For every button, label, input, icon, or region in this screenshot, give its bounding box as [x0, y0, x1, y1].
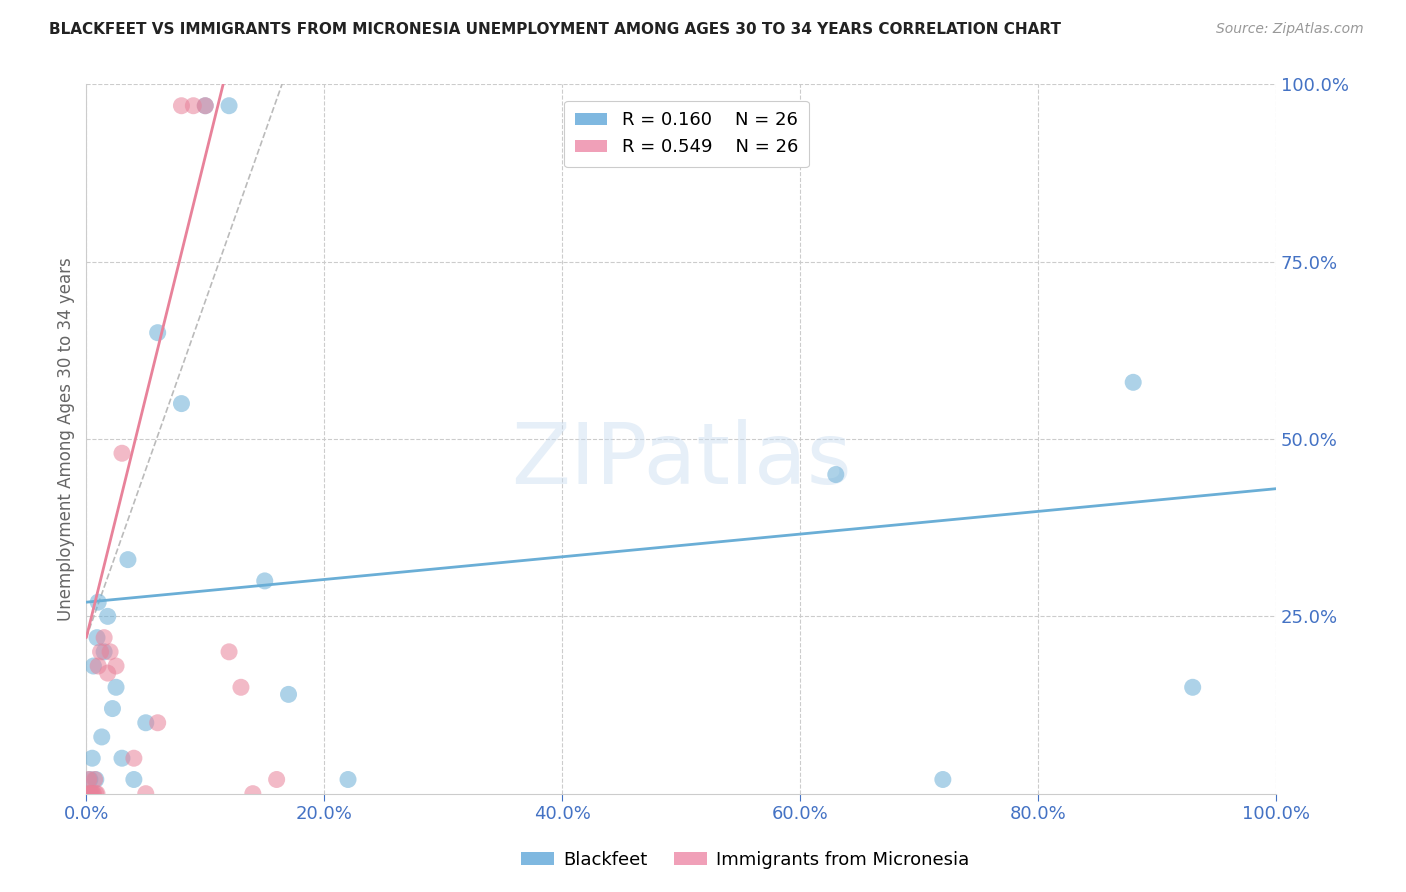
Text: ZIPatlas: ZIPatlas: [510, 419, 852, 502]
Point: [266, 772, 288, 787]
Point: [97, 666, 120, 681]
Point: [1122, 376, 1144, 390]
Point: [97, 609, 120, 624]
Point: [194, 99, 217, 113]
Point: [146, 715, 169, 730]
Point: [170, 99, 193, 113]
Point: [242, 787, 264, 801]
Point: [77, 772, 100, 787]
Point: [90, 730, 112, 744]
Point: [170, 396, 193, 410]
Point: [87, 595, 110, 609]
Point: [82, 787, 104, 801]
Point: [82, 787, 104, 801]
Point: [194, 99, 217, 113]
Point: [82, 659, 104, 673]
Point: [277, 687, 299, 701]
Point: [93, 645, 115, 659]
Legend: R = 0.160    N = 26, R = 0.549    N = 26: R = 0.160 N = 26, R = 0.549 N = 26: [564, 101, 808, 168]
Point: [105, 681, 128, 695]
Point: [135, 715, 157, 730]
Point: [83, 772, 105, 787]
Point: [135, 787, 157, 801]
Point: [111, 446, 134, 460]
Point: [1181, 681, 1204, 695]
Point: [90, 645, 112, 659]
Point: [84, 787, 107, 801]
Text: Source: ZipAtlas.com: Source: ZipAtlas.com: [1216, 22, 1364, 37]
Point: [86, 631, 108, 645]
Text: BLACKFEET VS IMMIGRANTS FROM MICRONESIA UNEMPLOYMENT AMONG AGES 30 TO 34 YEARS C: BLACKFEET VS IMMIGRANTS FROM MICRONESIA …: [49, 22, 1062, 37]
Point: [183, 99, 205, 113]
Point: [146, 326, 169, 340]
Point: [84, 772, 107, 787]
Point: [98, 645, 121, 659]
Point: [82, 751, 104, 765]
Point: [229, 681, 252, 695]
Point: [80, 787, 103, 801]
Point: [86, 787, 108, 801]
Point: [824, 467, 846, 482]
Point: [79, 772, 101, 787]
Point: [122, 772, 145, 787]
Point: [87, 659, 110, 673]
Legend: Blackfeet, Immigrants from Micronesia: Blackfeet, Immigrants from Micronesia: [515, 844, 976, 876]
Point: [76, 787, 98, 801]
Point: [93, 631, 115, 645]
Point: [122, 751, 145, 765]
Point: [337, 772, 360, 787]
Point: [111, 751, 134, 765]
Point: [218, 645, 240, 659]
Point: [105, 659, 128, 673]
Point: [101, 701, 124, 715]
Point: [253, 574, 276, 588]
Point: [932, 772, 955, 787]
Point: [218, 99, 240, 113]
Point: [79, 787, 101, 801]
Y-axis label: Unemployment Among Ages 30 to 34 years: Unemployment Among Ages 30 to 34 years: [58, 257, 75, 621]
Point: [117, 552, 139, 566]
